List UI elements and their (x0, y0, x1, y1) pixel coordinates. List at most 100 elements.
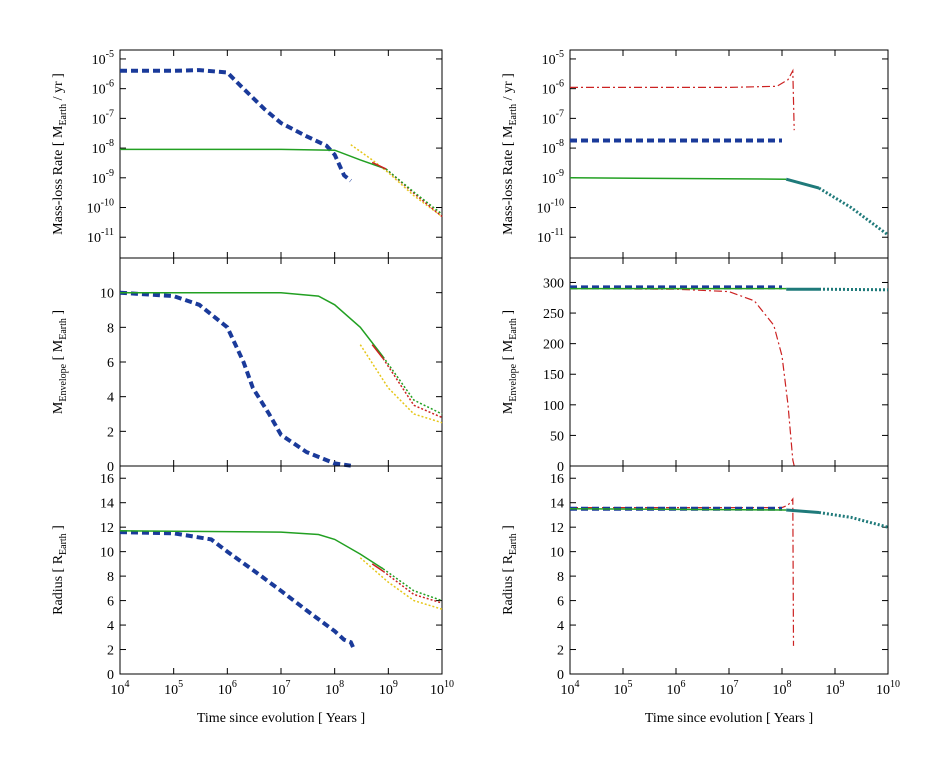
tick-exponent: 5 (178, 679, 183, 690)
y-tick-label: 6 (107, 356, 114, 371)
x-axis-label: Time since evolution [ Years ] (197, 711, 365, 726)
y-tick-label: 4 (107, 391, 114, 406)
tick-base: 10 (92, 83, 106, 98)
series-line (119, 290, 352, 468)
y-tick-label: 14 (100, 497, 114, 512)
tick-exponent: -5 (106, 49, 114, 60)
y-tick-label: 8 (557, 570, 564, 585)
y-axis-label: Radius [ REarth ] (51, 525, 69, 615)
tick-exponent: -11 (101, 227, 114, 238)
x-tick-label: 1010 (876, 679, 900, 698)
series-line (382, 570, 443, 604)
y-tick-label: 100 (543, 399, 564, 414)
tick-exponent: 6 (232, 679, 237, 690)
y-label-subscript: Earth (508, 533, 519, 555)
x-axis-label: Time since evolution [ Years ] (645, 711, 813, 726)
y-tick-label: 16 (100, 472, 114, 487)
series-line (119, 530, 384, 570)
plot-frame (569, 465, 889, 675)
y-tick-label: 2 (107, 425, 114, 440)
y-tick-label: 200 (543, 338, 564, 353)
series-line (818, 186, 889, 237)
tick-base: 10 (379, 683, 393, 698)
tick-base: 10 (542, 142, 556, 157)
tick-exponent: 7 (286, 679, 291, 690)
x-tick-label: 106 (667, 679, 686, 698)
x-tick-label: 108 (773, 679, 792, 698)
tick-base: 10 (542, 83, 556, 98)
tick-base: 10 (111, 683, 125, 698)
tick-base: 10 (667, 683, 681, 698)
y-tick-label: 10-5 (92, 49, 114, 68)
y-label-part: / yr ] (501, 73, 516, 104)
y-label-part: M (501, 401, 516, 414)
series-line (569, 288, 795, 467)
y-tick-label: 10-6 (542, 79, 564, 98)
y-label-part: [ M (51, 339, 66, 364)
x-tick-label: 106 (218, 679, 237, 698)
y-tick-label: 2 (557, 644, 564, 659)
x-tick-label: 107 (720, 679, 739, 698)
tick-base: 10 (164, 683, 178, 698)
tick-base: 10 (542, 172, 556, 187)
tick-exponent: 6 (681, 679, 686, 690)
tick-exponent: 8 (339, 679, 344, 690)
tick-base: 10 (614, 683, 628, 698)
y-tick-label: 300 (543, 276, 564, 291)
y-label-part: ] (51, 310, 66, 318)
series-line (382, 358, 443, 419)
tick-base: 10 (876, 683, 890, 698)
tick-base: 10 (561, 683, 575, 698)
y-label-subscript: Earth (58, 104, 69, 126)
tick-base: 10 (218, 683, 232, 698)
y-tick-label: 8 (107, 570, 114, 585)
y-label-subscript: Earth (508, 318, 519, 340)
tick-exponent: -10 (551, 198, 564, 209)
y-label-subscript: Envelope (508, 363, 519, 401)
x-tick-label: 1010 (430, 679, 454, 698)
y-tick-label: 0 (107, 668, 114, 683)
tick-base: 10 (537, 202, 551, 217)
x-tick-label: 104 (561, 679, 580, 698)
tick-base: 10 (773, 683, 787, 698)
y-label-part: Mass-loss Rate [ M (501, 125, 516, 235)
y-tick-label: 10-7 (92, 108, 114, 127)
y-tick-label: 4 (557, 619, 564, 634)
tick-base: 10 (430, 683, 444, 698)
y-tick-label: 10-5 (542, 49, 564, 68)
y-label-subscript: Envelope (58, 363, 69, 401)
y-tick-label: 12 (100, 521, 114, 536)
x-tick-label: 108 (325, 679, 344, 698)
tick-exponent: -6 (106, 79, 114, 90)
y-label-part: M (51, 401, 66, 414)
tick-base: 10 (325, 683, 339, 698)
tick-exponent: 5 (628, 679, 633, 690)
tick-exponent: -7 (556, 108, 564, 119)
tick-base: 10 (92, 142, 106, 157)
series-line (786, 508, 820, 514)
y-tick-label: 10 (100, 287, 114, 302)
tick-base: 10 (92, 112, 106, 127)
tick-exponent: 8 (787, 679, 792, 690)
series-line (350, 144, 443, 218)
tick-exponent: 9 (393, 679, 398, 690)
series-line (570, 68, 795, 131)
tick-exponent: 10 (890, 679, 900, 690)
tick-exponent: -7 (106, 108, 114, 119)
y-label-subscript: Earth (58, 318, 69, 340)
y-tick-label: 10 (550, 546, 564, 561)
y-tick-label: 10-8 (542, 138, 564, 157)
tick-base: 10 (826, 683, 840, 698)
y-label-part: Radius [ R (501, 554, 516, 615)
tick-exponent: -5 (556, 49, 564, 60)
tick-base: 10 (537, 231, 551, 246)
tick-exponent: 7 (734, 679, 739, 690)
y-tick-label: 8 (107, 321, 114, 336)
panel: 10-1110-1010-910-810-710-610-5Mass-loss … (501, 49, 889, 259)
y-tick-label: 10-11 (87, 227, 114, 246)
y-tick-label: 10-7 (542, 108, 564, 127)
y-tick-label: 0 (557, 668, 564, 683)
x-tick-label: 105 (614, 679, 633, 698)
y-tick-label: 10-9 (92, 168, 114, 187)
y-tick-label: 50 (550, 429, 564, 444)
